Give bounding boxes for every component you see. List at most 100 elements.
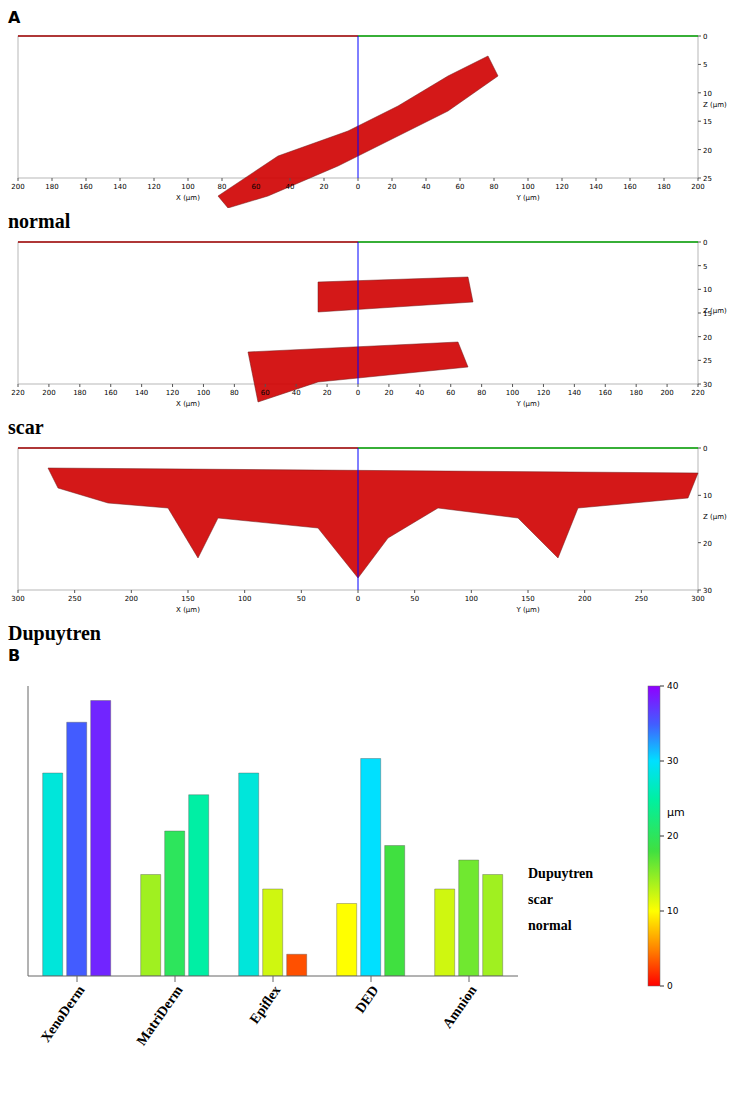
svg-text:0: 0 <box>667 981 673 991</box>
svg-text:40: 40 <box>292 389 301 397</box>
svg-text:300: 300 <box>11 595 24 603</box>
svg-text:100: 100 <box>197 389 210 397</box>
svg-text:Y (µm): Y (µm) <box>515 400 540 408</box>
svg-text:50: 50 <box>297 595 306 603</box>
svg-text:150: 150 <box>521 595 534 603</box>
svg-text:100: 100 <box>238 595 251 603</box>
svg-text:20: 20 <box>703 334 712 342</box>
svg-text:180: 180 <box>73 389 86 397</box>
html-text:Dupuytren: Dupuytren <box>8 622 101 644</box>
svg-text:20: 20 <box>384 389 393 397</box>
svg-text:X (µm): X (µm) <box>176 400 200 408</box>
svg-text:X (µm): X (µm) <box>176 194 200 202</box>
svg-text:120: 120 <box>147 183 160 191</box>
svg-text:0: 0 <box>356 183 360 191</box>
svg-text:0: 0 <box>703 445 707 453</box>
svg-text:80: 80 <box>490 183 499 191</box>
svg-text:140: 140 <box>113 183 126 191</box>
svg-text:Amnion: Amnion <box>440 983 480 1031</box>
svg-text:0: 0 <box>703 33 707 41</box>
svg-text:160: 160 <box>79 183 92 191</box>
svg-text:20: 20 <box>388 183 397 191</box>
svg-text:30: 30 <box>703 587 712 595</box>
svg-text:10: 10 <box>667 906 679 916</box>
svg-text:120: 120 <box>537 389 550 397</box>
html-text:scar: scar <box>528 892 553 907</box>
svg-text:Epiflex: Epiflex <box>247 983 284 1027</box>
svg-text:140: 140 <box>589 183 602 191</box>
svg-text:150: 150 <box>181 595 194 603</box>
svg-text:40: 40 <box>422 183 431 191</box>
svg-text:XenoDerm: XenoDerm <box>38 983 88 1045</box>
svg-text:40: 40 <box>667 681 679 691</box>
html-text:Dupuytren: Dupuytren <box>528 866 594 881</box>
svg-text:160: 160 <box>623 183 636 191</box>
svg-text:200: 200 <box>660 389 673 397</box>
svg-text:120: 120 <box>166 389 179 397</box>
svg-text:140: 140 <box>135 389 148 397</box>
svg-text:180: 180 <box>629 389 642 397</box>
svg-text:X (µm): X (µm) <box>176 606 200 614</box>
svg-text:160: 160 <box>599 389 612 397</box>
svg-text:200: 200 <box>578 595 591 603</box>
svg-text:250: 250 <box>68 595 81 603</box>
svg-text:0: 0 <box>703 239 707 247</box>
svg-text:MatriDerm: MatriDerm <box>134 983 186 1049</box>
svg-text:10: 10 <box>703 90 712 98</box>
html-text:normal: normal <box>8 210 71 232</box>
html-text:scar: scar <box>8 416 44 438</box>
svg-text:300: 300 <box>691 595 704 603</box>
svg-text:80: 80 <box>218 183 227 191</box>
svg-text:80: 80 <box>230 389 239 397</box>
svg-text:100: 100 <box>465 595 478 603</box>
svg-text:20: 20 <box>320 183 329 191</box>
svg-text:5: 5 <box>703 263 707 271</box>
svg-text:20: 20 <box>703 540 712 548</box>
svg-text:25: 25 <box>703 175 712 183</box>
svg-text:10: 10 <box>703 286 712 294</box>
html-text:A: A <box>8 8 21 27</box>
svg-text:15: 15 <box>703 118 712 126</box>
svg-text:20: 20 <box>667 831 679 841</box>
svg-text:20: 20 <box>323 389 332 397</box>
svg-text:120: 120 <box>555 183 568 191</box>
svg-text:Z (µm): Z (µm) <box>703 101 727 109</box>
svg-text:140: 140 <box>568 389 581 397</box>
svg-text:80: 80 <box>477 389 486 397</box>
svg-text:0: 0 <box>356 595 360 603</box>
svg-text:30: 30 <box>703 381 712 389</box>
svg-text:40: 40 <box>415 389 424 397</box>
svg-text:60: 60 <box>261 389 270 397</box>
svg-text:220: 220 <box>691 389 704 397</box>
svg-text:µm: µm <box>667 806 685 819</box>
svg-text:Y (µm): Y (µm) <box>515 606 540 614</box>
svg-text:40: 40 <box>286 183 295 191</box>
svg-text:200: 200 <box>42 389 55 397</box>
svg-text:200: 200 <box>11 183 24 191</box>
svg-text:100: 100 <box>181 183 194 191</box>
svg-text:Y (µm): Y (µm) <box>515 194 540 202</box>
svg-text:200: 200 <box>691 183 704 191</box>
svg-text:30: 30 <box>667 756 679 766</box>
svg-text:60: 60 <box>456 183 465 191</box>
svg-text:10: 10 <box>703 492 712 500</box>
svg-text:180: 180 <box>45 183 58 191</box>
svg-text:DED: DED <box>352 983 381 1016</box>
svg-text:160: 160 <box>104 389 117 397</box>
svg-text:200: 200 <box>125 595 138 603</box>
html-text:normal: normal <box>528 918 572 933</box>
svg-text:20: 20 <box>703 147 712 155</box>
svg-text:50: 50 <box>410 595 419 603</box>
svg-text:0: 0 <box>356 389 360 397</box>
svg-text:25: 25 <box>703 357 712 365</box>
svg-text:250: 250 <box>635 595 648 603</box>
svg-text:220: 220 <box>11 389 24 397</box>
svg-text:Z (µm): Z (µm) <box>703 307 727 315</box>
svg-text:60: 60 <box>252 183 261 191</box>
svg-text:180: 180 <box>657 183 670 191</box>
svg-text:100: 100 <box>506 389 519 397</box>
svg-text:100: 100 <box>521 183 534 191</box>
svg-text:Z (µm): Z (µm) <box>703 513 727 521</box>
svg-text:5: 5 <box>703 61 707 69</box>
svg-text:60: 60 <box>446 389 455 397</box>
